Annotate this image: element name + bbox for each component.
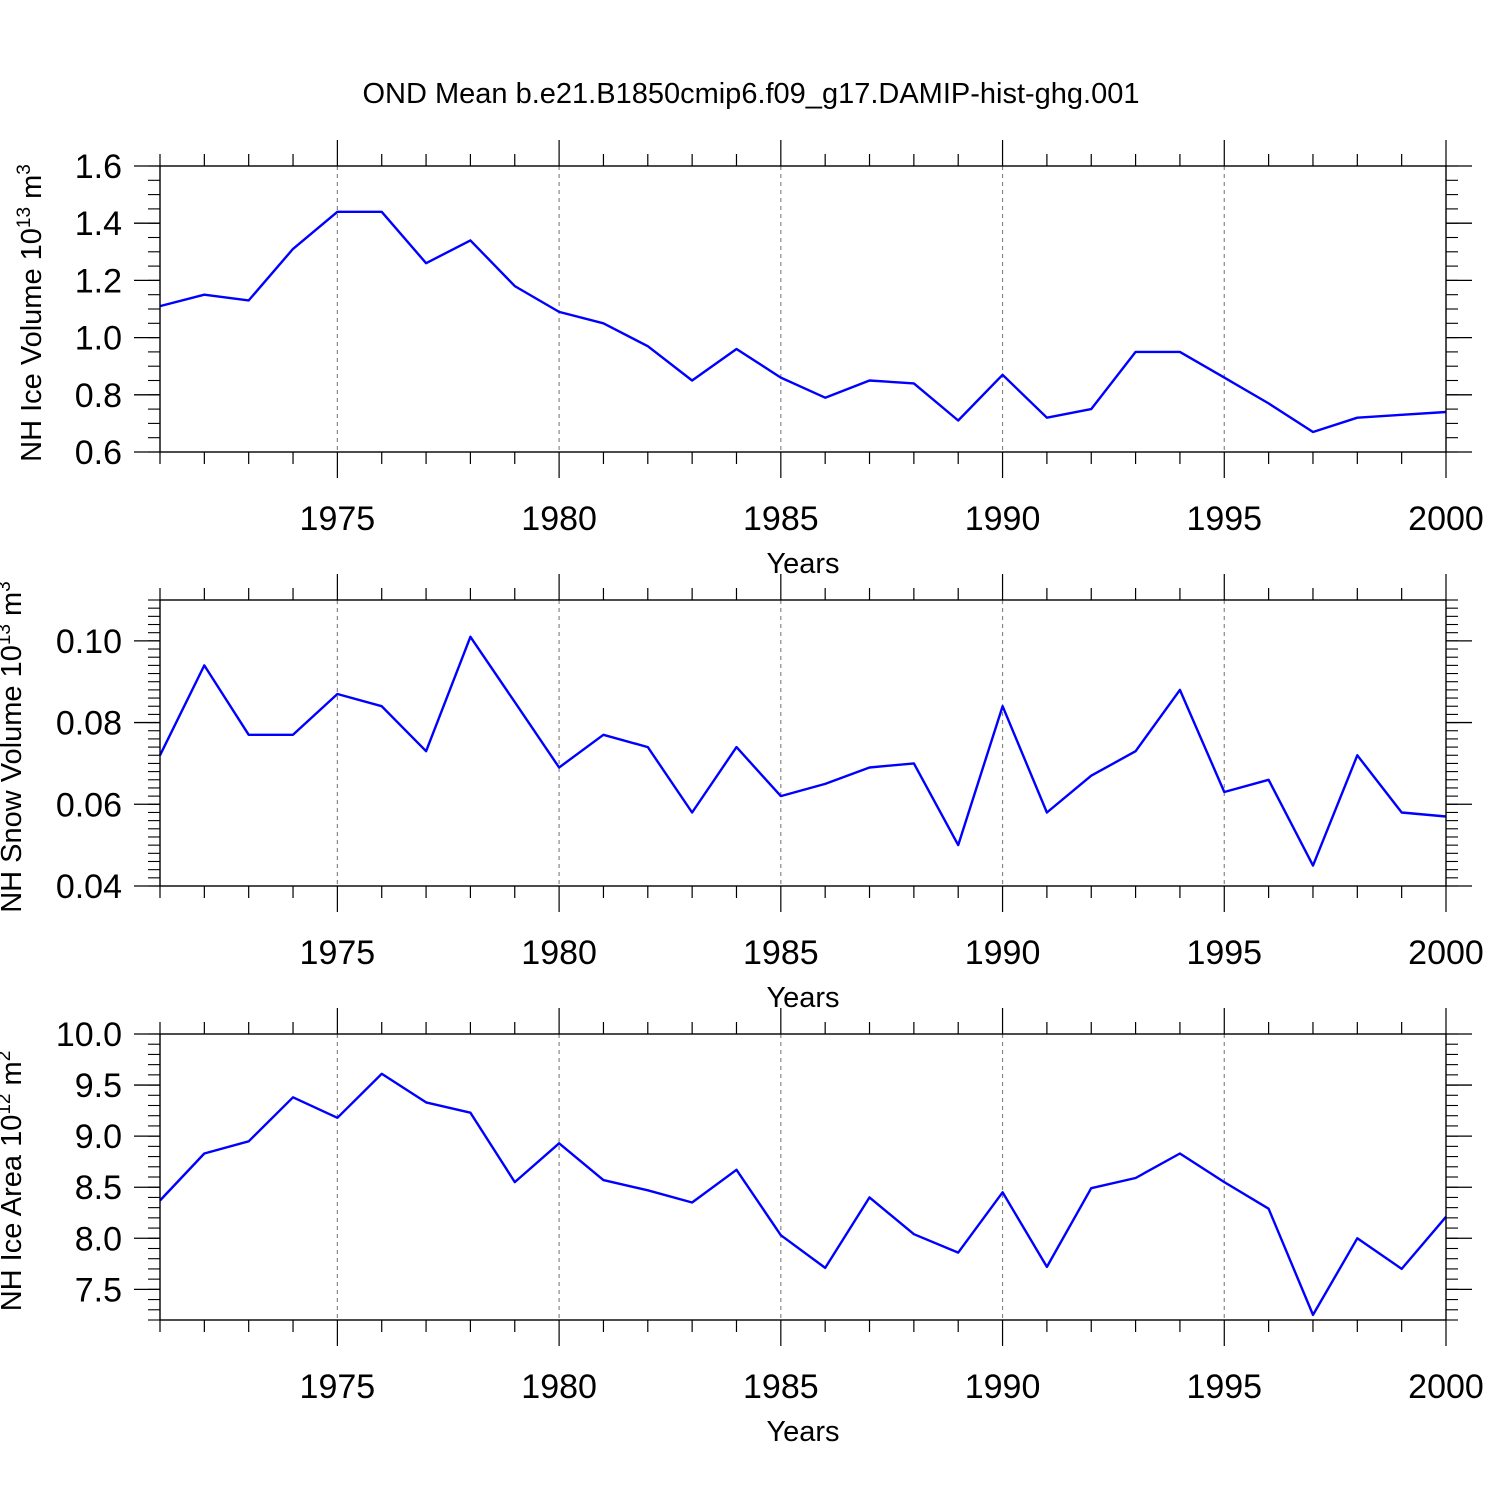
y-axis-label-unit-exponent: 3 bbox=[0, 581, 15, 592]
x-tick-label: 1995 bbox=[1186, 934, 1262, 972]
x-tick-label: 1985 bbox=[743, 934, 819, 972]
y-tick-label: 1.2 bbox=[75, 262, 122, 300]
y-axis-label-exponent: 12 bbox=[0, 1094, 15, 1115]
y-tick-label: 0.06 bbox=[56, 786, 122, 824]
y-axis-label-unit-exponent: 2 bbox=[0, 1051, 15, 1062]
x-tick-label: 1990 bbox=[965, 500, 1041, 538]
x-tick-label: 2000 bbox=[1408, 1368, 1484, 1406]
y-tick-label: 8.5 bbox=[75, 1169, 122, 1207]
y-axis-label: NH Ice Volume 1013 m3 bbox=[14, 164, 48, 462]
x-tick-label: 1980 bbox=[521, 500, 597, 538]
y-tick-label: 1.0 bbox=[75, 320, 122, 358]
y-tick-label: 0.04 bbox=[56, 868, 122, 906]
y-axis-label-unit: m bbox=[0, 1061, 28, 1093]
data-series-line bbox=[159, 210, 1447, 434]
y-axis-label-unit: m bbox=[0, 592, 28, 624]
plot-frame bbox=[159, 599, 1447, 887]
y-tick-label: 8.0 bbox=[75, 1220, 122, 1258]
x-tick-label: 2000 bbox=[1408, 934, 1484, 972]
y-tick-label: 1.4 bbox=[75, 205, 122, 243]
y-tick-label: 0.10 bbox=[56, 623, 122, 661]
figure-title: OND Mean b.e21.B1850cmip6.f09_g17.DAMIP-… bbox=[363, 78, 1140, 110]
y-axis-label-exponent: 13 bbox=[0, 624, 15, 645]
y-axis-label-exponent: 13 bbox=[14, 207, 35, 228]
y-axis-label-unit: m bbox=[16, 175, 48, 207]
x-tick-label: 1975 bbox=[300, 934, 376, 972]
x-tick-label: 1975 bbox=[300, 500, 376, 538]
data-series-line bbox=[159, 1072, 1447, 1317]
x-tick-label: 1990 bbox=[965, 1368, 1041, 1406]
y-tick-label: 9.5 bbox=[75, 1067, 122, 1105]
x-tick-label: 1985 bbox=[743, 1368, 819, 1406]
y-tick-label: 10.0 bbox=[56, 1016, 122, 1054]
chart-panel-3: 1975 1980 1985 1990 1995 2000 Years 7.5 8.0 8.5 9.… bbox=[0, 1008, 1484, 1448]
y-axis-label-text: NH Ice Volume 10 bbox=[16, 228, 48, 462]
chart-panel-1: 1975 1980 1985 1990 1995 2000 Years 0.6 0.8 1.0 1.… bbox=[14, 140, 1484, 580]
y-axis-label: NH Ice Area 1012 m2 bbox=[0, 1051, 28, 1312]
x-tick-label: 1995 bbox=[1186, 1368, 1262, 1406]
x-tick-label: 1980 bbox=[521, 934, 597, 972]
data-series-line bbox=[158, 635, 1447, 867]
x-tick-label: 1975 bbox=[300, 1368, 376, 1406]
x-tick-label: 2000 bbox=[1408, 500, 1484, 538]
x-axis-label: Years bbox=[766, 982, 839, 1014]
x-tick-label: 1985 bbox=[743, 500, 819, 538]
x-axis-label: Years bbox=[766, 1416, 839, 1448]
x-tick-label: 1995 bbox=[1186, 500, 1262, 538]
y-tick-label: 0.8 bbox=[75, 377, 122, 415]
y-axis-label-text: NH Snow Volume 10 bbox=[0, 645, 28, 913]
y-tick-label: 0.08 bbox=[56, 705, 122, 743]
y-axis-label-text: NH Ice Area 10 bbox=[0, 1115, 28, 1312]
y-axis-label-unit-exponent: 3 bbox=[14, 164, 35, 175]
x-tick-label: 1980 bbox=[521, 1368, 597, 1406]
y-tick-label: 0.6 bbox=[75, 434, 122, 472]
x-axis-label: Years bbox=[766, 548, 839, 580]
y-tick-label: 1.6 bbox=[75, 148, 122, 186]
chart-panel-2: 1975 1980 1985 1990 1995 2000 Years 0.04 0.06 0.0… bbox=[0, 574, 1484, 1014]
y-tick-label: 9.0 bbox=[75, 1118, 122, 1156]
y-tick-label: 7.5 bbox=[75, 1271, 122, 1309]
x-tick-label: 1990 bbox=[965, 934, 1041, 972]
y-axis-label: NH Snow Volume 1013 m3 bbox=[0, 581, 28, 913]
